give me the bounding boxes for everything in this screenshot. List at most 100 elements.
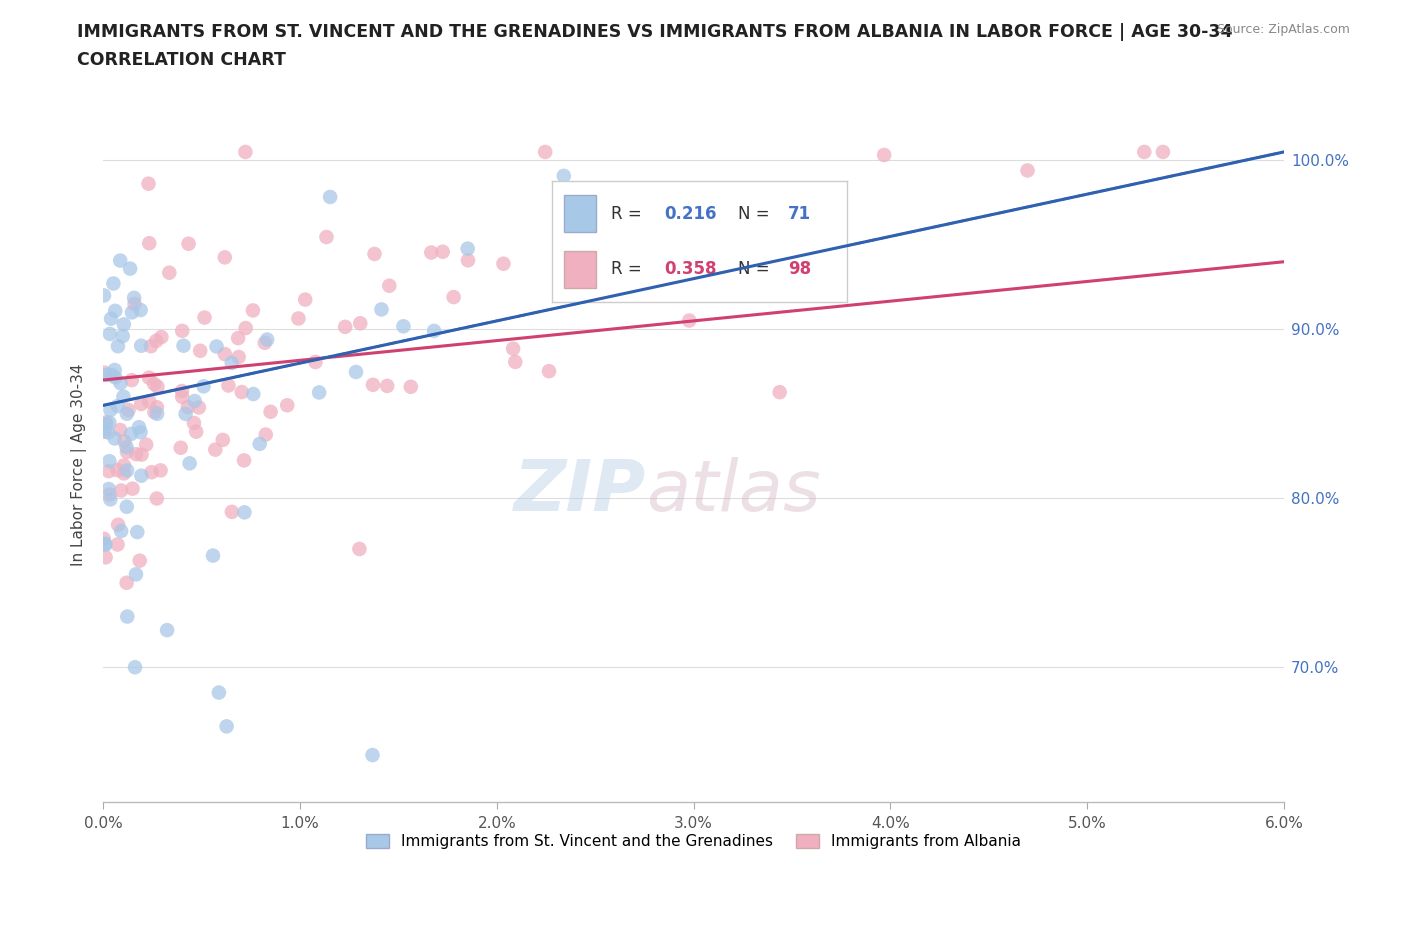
Point bbox=[143, 405, 166, 419]
Point bbox=[150, 329, 173, 344]
Point bbox=[149, 463, 172, 478]
Point bbox=[107, 537, 129, 551]
Point bbox=[188, 343, 211, 358]
Point bbox=[221, 504, 243, 519]
Point bbox=[363, 246, 385, 261]
Point bbox=[121, 373, 143, 388]
Point bbox=[112, 434, 135, 449]
Point bbox=[294, 292, 316, 307]
Point bbox=[174, 406, 197, 421]
Point bbox=[502, 341, 524, 356]
Point bbox=[1017, 163, 1039, 178]
Point bbox=[193, 379, 215, 393]
Point bbox=[333, 319, 356, 334]
Point bbox=[249, 436, 271, 451]
Point bbox=[98, 487, 121, 502]
Point bbox=[204, 442, 226, 457]
Point bbox=[582, 231, 605, 246]
Point bbox=[233, 505, 256, 520]
Point bbox=[253, 336, 276, 351]
Point bbox=[96, 415, 118, 430]
Text: CORRELATION CHART: CORRELATION CHART bbox=[77, 51, 287, 69]
Point bbox=[110, 524, 132, 538]
Point bbox=[145, 333, 167, 348]
Point bbox=[112, 466, 135, 481]
Point bbox=[124, 659, 146, 674]
Point bbox=[211, 432, 233, 447]
Point bbox=[138, 236, 160, 251]
Point bbox=[115, 440, 138, 455]
Point bbox=[112, 458, 135, 472]
Point bbox=[205, 339, 228, 354]
Y-axis label: In Labor Force | Age 30-34: In Labor Force | Age 30-34 bbox=[72, 364, 87, 565]
Point bbox=[111, 328, 134, 343]
Point bbox=[235, 144, 257, 159]
Point bbox=[94, 538, 117, 552]
Point bbox=[457, 241, 479, 256]
Point bbox=[110, 376, 132, 391]
Point bbox=[242, 303, 264, 318]
Point bbox=[117, 403, 139, 418]
Point bbox=[349, 541, 371, 556]
Point bbox=[129, 302, 152, 317]
Point bbox=[233, 453, 256, 468]
Point bbox=[141, 465, 163, 480]
Point bbox=[128, 553, 150, 568]
Point bbox=[177, 400, 200, 415]
Point bbox=[259, 405, 281, 419]
Point bbox=[378, 278, 401, 293]
Point bbox=[242, 387, 264, 402]
Point bbox=[1152, 144, 1174, 159]
Point bbox=[457, 253, 479, 268]
Point bbox=[226, 331, 249, 346]
Point bbox=[115, 406, 138, 421]
Point bbox=[94, 537, 117, 551]
Point bbox=[104, 303, 127, 318]
Point bbox=[315, 230, 337, 245]
Point bbox=[170, 440, 193, 455]
Point bbox=[100, 367, 122, 382]
Point bbox=[129, 339, 152, 353]
Point bbox=[97, 464, 120, 479]
Text: Source: ZipAtlas.com: Source: ZipAtlas.com bbox=[1216, 23, 1350, 36]
Point bbox=[93, 365, 115, 380]
Point bbox=[215, 719, 238, 734]
Point bbox=[873, 148, 896, 163]
Point bbox=[183, 393, 205, 408]
Point bbox=[108, 253, 131, 268]
Point bbox=[432, 245, 454, 259]
Point bbox=[235, 321, 257, 336]
Point bbox=[214, 347, 236, 362]
Point bbox=[177, 236, 200, 251]
Point bbox=[121, 481, 143, 496]
Point bbox=[193, 310, 215, 325]
Point bbox=[112, 317, 135, 332]
Point bbox=[122, 290, 145, 305]
Point bbox=[100, 312, 122, 326]
Point bbox=[115, 463, 138, 478]
Point bbox=[392, 319, 415, 334]
Point bbox=[399, 379, 422, 394]
Point bbox=[93, 424, 115, 439]
Point bbox=[125, 446, 148, 461]
Point bbox=[156, 623, 179, 638]
Text: ZIP: ZIP bbox=[515, 457, 647, 526]
Point bbox=[115, 445, 138, 459]
Point bbox=[110, 483, 132, 498]
Point bbox=[146, 406, 169, 421]
Point bbox=[537, 364, 560, 379]
Point bbox=[172, 324, 194, 339]
Text: atlas: atlas bbox=[647, 457, 821, 526]
Point bbox=[93, 531, 115, 546]
Point bbox=[276, 398, 298, 413]
Point bbox=[93, 421, 115, 436]
Point bbox=[131, 447, 153, 462]
Point bbox=[420, 246, 443, 260]
Point bbox=[769, 385, 792, 400]
Point bbox=[254, 427, 277, 442]
Point bbox=[120, 261, 142, 276]
Point bbox=[100, 403, 122, 418]
Point bbox=[120, 427, 142, 442]
Point bbox=[423, 324, 446, 339]
Point bbox=[759, 181, 782, 196]
